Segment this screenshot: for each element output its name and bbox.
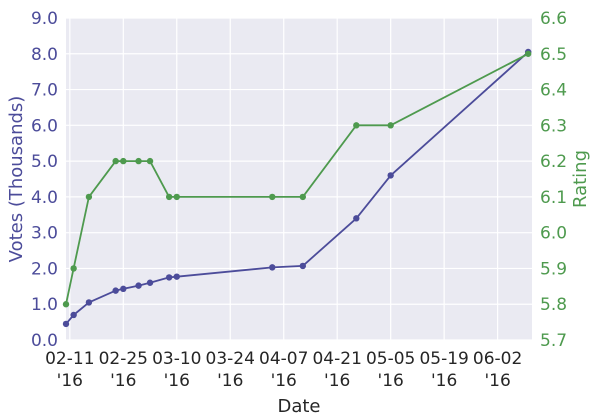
- rating-data-point: [269, 193, 276, 201]
- left-tick-label: 4.0: [31, 188, 58, 208]
- x-tick-label: 05-19: [419, 349, 468, 369]
- rating-data-point: [85, 193, 93, 201]
- votes-data-point: [269, 264, 276, 271]
- left-tick-label: 3.0: [31, 224, 58, 244]
- rating-data-point: [70, 265, 77, 272]
- rating-data-point: [353, 122, 360, 129]
- x-tick-label: 02-11: [45, 349, 94, 369]
- votes-data-point: [70, 311, 77, 319]
- left-tick-label: 6.0: [31, 116, 58, 136]
- left-axis-label: Votes (Thousands): [6, 96, 27, 263]
- x-tick-label-year: '16: [484, 371, 510, 391]
- series-layer: [62, 48, 532, 328]
- x-tick-label-year: '16: [217, 371, 243, 391]
- rating-data-point: [135, 157, 142, 165]
- x-axis-label: Date: [277, 396, 320, 417]
- x-tick-label-year: '16: [57, 371, 83, 391]
- x-tick-label: 04-21: [312, 349, 361, 369]
- rating-data-point: [146, 157, 154, 165]
- x-tick-label-year: '16: [324, 371, 350, 391]
- x-tick-label: 02-25: [99, 349, 148, 369]
- votes-data-point: [146, 279, 154, 286]
- x-tick-label: 03-10: [152, 349, 201, 369]
- x-tick-label-year: '16: [378, 371, 404, 391]
- rating-data-point: [299, 193, 307, 201]
- votes-data-point: [299, 262, 307, 270]
- left-tick-label: 9.0: [31, 9, 58, 29]
- votes-data-point: [85, 299, 93, 306]
- right-tick-label: 5.7: [540, 331, 567, 351]
- right-tick-label: 6.0: [540, 224, 567, 244]
- ticks-layer: 0.0 1.0 2.0 3.0 4.0 5.0 6.0 7.0 8.0 9.0 5.7 5.8 5.9 6…: [31, 9, 567, 391]
- left-tick-label: 0.0: [31, 331, 58, 351]
- right-tick-label: 6.1: [540, 188, 567, 208]
- votes-data-point: [62, 320, 70, 328]
- votes-series-line: [65, 51, 529, 325]
- rating-data-point: [62, 301, 70, 308]
- left-tick-label: 5.0: [31, 152, 58, 172]
- rating-data-point: [112, 157, 119, 165]
- votes-data-point: [135, 282, 142, 289]
- rating-data-point: [387, 122, 394, 129]
- left-tick-label: 7.0: [31, 81, 58, 101]
- rating-data-point: [173, 193, 180, 201]
- votes-data-point: [112, 287, 119, 294]
- votes-data-point: [173, 273, 180, 280]
- left-tick-label: 2.0: [31, 259, 58, 279]
- rating-data-point: [165, 193, 173, 201]
- x-tick-label: 04-07: [259, 349, 308, 369]
- left-tick-label: 1.0: [31, 295, 58, 315]
- right-tick-label: 6.3: [540, 116, 567, 136]
- votes-data-point: [120, 285, 127, 293]
- votes-data-point: [165, 274, 173, 281]
- x-tick-label: 05-05: [366, 349, 415, 369]
- right-tick-label: 6.6: [540, 9, 567, 29]
- x-tick-label-year: '16: [110, 371, 136, 391]
- plot-background: [66, 18, 532, 340]
- x-tick-label-year: '16: [431, 371, 457, 391]
- x-tick-label: 06-02: [473, 349, 522, 369]
- right-tick-label: 5.9: [540, 259, 567, 279]
- right-tick-label: 5.8: [540, 295, 567, 315]
- rating-data-point: [120, 157, 127, 165]
- x-tick-label-year: '16: [164, 371, 190, 391]
- x-tick-label-year: '16: [271, 371, 297, 391]
- left-tick-label: 8.0: [31, 45, 58, 65]
- rating-series-line: [65, 53, 529, 305]
- right-tick-label: 6.5: [540, 45, 567, 65]
- votes-data-point: [387, 172, 394, 179]
- right-tick-label: 6.2: [540, 152, 567, 172]
- votes-data-point: [353, 215, 360, 222]
- rating-data-point: [524, 50, 532, 57]
- x-tick-label: 03-24: [206, 349, 255, 369]
- right-tick-label: 6.4: [540, 81, 567, 101]
- right-axis-label: Rating: [570, 150, 591, 208]
